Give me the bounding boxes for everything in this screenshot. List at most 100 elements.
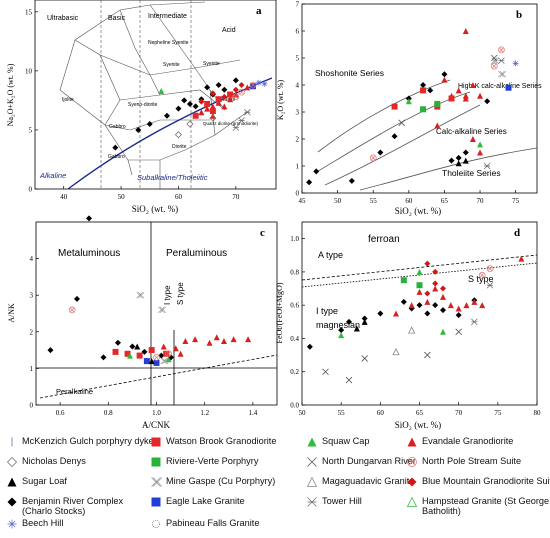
panel-a-data-point <box>186 100 193 107</box>
panel-a-ytick-label: 15 <box>25 8 33 16</box>
panel-a-data-point <box>204 100 211 107</box>
panel-b-ytick-label: 5 <box>296 55 300 63</box>
panel-d-data-point <box>486 281 494 289</box>
legend-label: McKenzich Gulch porphyry dyke <box>22 436 154 446</box>
panel-c-data-point <box>136 291 145 299</box>
panel-b-ytick-label: 6 <box>296 28 300 36</box>
panel-d-data-point <box>471 318 478 326</box>
legend-item: Hampstead Granite (St George Batholith) <box>406 496 550 516</box>
panel-c-data-point <box>163 350 170 357</box>
panel-c-data-point <box>165 350 172 358</box>
panel-d-data-point <box>455 305 462 312</box>
panel-a-data-point <box>215 99 222 106</box>
panel-b-data-point <box>484 98 491 105</box>
panel-d-data-point <box>400 277 407 284</box>
panel-c-ylabel: A/NK <box>7 303 16 323</box>
panel-a-region-syenodiorite: Syeno-diorite <box>128 102 158 108</box>
legend-item: Magaguadavic Granite <box>306 476 414 488</box>
panel-b-data-point <box>462 157 469 164</box>
panel-d-data-point <box>361 315 368 322</box>
panel-b-data-point <box>448 95 455 102</box>
panel-c-xtick-label: 1.4 <box>249 409 258 417</box>
legend-symbol-icon <box>11 437 13 447</box>
legend-item: Watson Brook Granodiorite <box>150 436 276 448</box>
panel-d-data-point <box>478 271 486 279</box>
panel-a-data-point <box>255 79 262 86</box>
panel-d-xtick-label: 55 <box>338 409 346 417</box>
panel-d-data-point <box>416 302 423 309</box>
legend-item: Riviere-Verte Porphyry <box>150 456 258 468</box>
panel-c-data-point <box>148 347 155 354</box>
panel-c-data-point <box>220 337 227 344</box>
panel-b-xtick-label: 55 <box>370 197 378 205</box>
legend-symbol-icon <box>306 476 318 487</box>
panel-a-data-point <box>227 96 234 103</box>
panel-c-data-point <box>160 357 169 365</box>
panel-a-data-point <box>232 77 239 84</box>
panel-b-xtick-label: 45 <box>299 197 307 205</box>
panel-b-xtick-label: 70 <box>477 197 485 205</box>
panel-a-data-point <box>135 126 142 133</box>
panel-a-data-point <box>238 82 245 89</box>
panel-b-data-point <box>491 57 499 64</box>
panel-b-data-point <box>398 119 405 127</box>
panel-c-data-point <box>165 356 172 363</box>
panel-d-data-point <box>424 290 431 297</box>
panel-c-peralkaline-label: Peralkaline <box>56 387 93 396</box>
panel-d-data-point <box>393 310 399 317</box>
legend-item: Nicholas Denys <box>6 456 86 468</box>
legend-symbol-icon <box>7 477 17 487</box>
panel-a-data-point <box>215 96 222 103</box>
panel-b-data-point <box>391 103 398 110</box>
panel-c-data-point <box>148 358 155 365</box>
legend-item: Benjamin River Complex (Charlo Stocks) <box>6 496 152 516</box>
panel-d-data-point <box>455 328 462 336</box>
panel-c-data-point <box>68 306 76 314</box>
panel-c-data-point <box>172 345 179 352</box>
panel-a-alkaline-label: Alkaline <box>39 171 66 180</box>
legend-label: Squaw Cap <box>322 436 370 446</box>
panel-a-data-point <box>209 108 216 115</box>
panel-c-ticks: 0.6 0.8 1.0 1.2 1.4 0 1 2 3 4 <box>30 255 258 417</box>
panel-b-highk-label: High-K calc-alkaline Series <box>458 83 542 90</box>
panel-a-region-acid: Acid <box>222 27 236 34</box>
panel-b-data-point <box>348 177 355 184</box>
panel-c-data-point <box>192 336 199 343</box>
panel-b-data-point <box>391 133 398 140</box>
panel-b-data-point <box>462 92 469 99</box>
panel-c-xtick-label: 0.8 <box>104 409 113 417</box>
panel-c-data-point <box>182 337 189 344</box>
panel-a-data-point <box>232 91 239 98</box>
panel-a-subalkaline-label: Subalkaline/Tholeiitic <box>137 173 208 182</box>
legend-symbol-icon <box>307 497 317 507</box>
panel-d-data-point <box>455 312 462 319</box>
panel-d-ylabel: FeOt/(FeOt+MgO) <box>275 282 284 343</box>
panel-a-data-point <box>181 97 188 104</box>
legend-label: Blue Mountain Granodiorite Suite <box>422 476 550 486</box>
panel-a-data-point <box>227 91 234 98</box>
panel-b-data-point <box>477 141 484 148</box>
panel-c-ytick-label: 1 <box>30 365 34 373</box>
legend-label: Magaguadavic Granite <box>322 476 415 486</box>
panel-a-data-point <box>221 93 228 100</box>
panel-b-data-point <box>420 82 427 88</box>
panel-c-xtick-label: 0.6 <box>56 409 65 417</box>
panel-b-data-point <box>377 149 384 156</box>
legend-item: McKenzich Gulch porphyry dyke <box>6 436 154 448</box>
panel-d-data-point <box>432 285 439 292</box>
legend-label: Riviere-Verte Porphyry <box>166 456 259 466</box>
panel-a-data-point <box>244 108 251 116</box>
panel-d-data-point <box>440 307 446 314</box>
panel-d-field-lines <box>301 254 538 288</box>
panel-b-data-point <box>498 70 507 78</box>
panel-a-data-point <box>232 124 240 131</box>
panel-b-data-point <box>434 100 441 107</box>
panel-c-ytick-label: 4 <box>30 255 34 263</box>
legend-item: Pabineau Falls Granite <box>150 518 259 530</box>
panel-c-stype-label: S type <box>176 282 185 305</box>
panel-a-data-point <box>163 112 170 119</box>
panel-b-frame <box>301 3 538 194</box>
panel-b-calcalkaline-label: Calc-alkaline Series <box>436 127 507 136</box>
panel-a-data-point <box>221 103 228 110</box>
panel-a-xtick-label: 70 <box>232 193 240 201</box>
